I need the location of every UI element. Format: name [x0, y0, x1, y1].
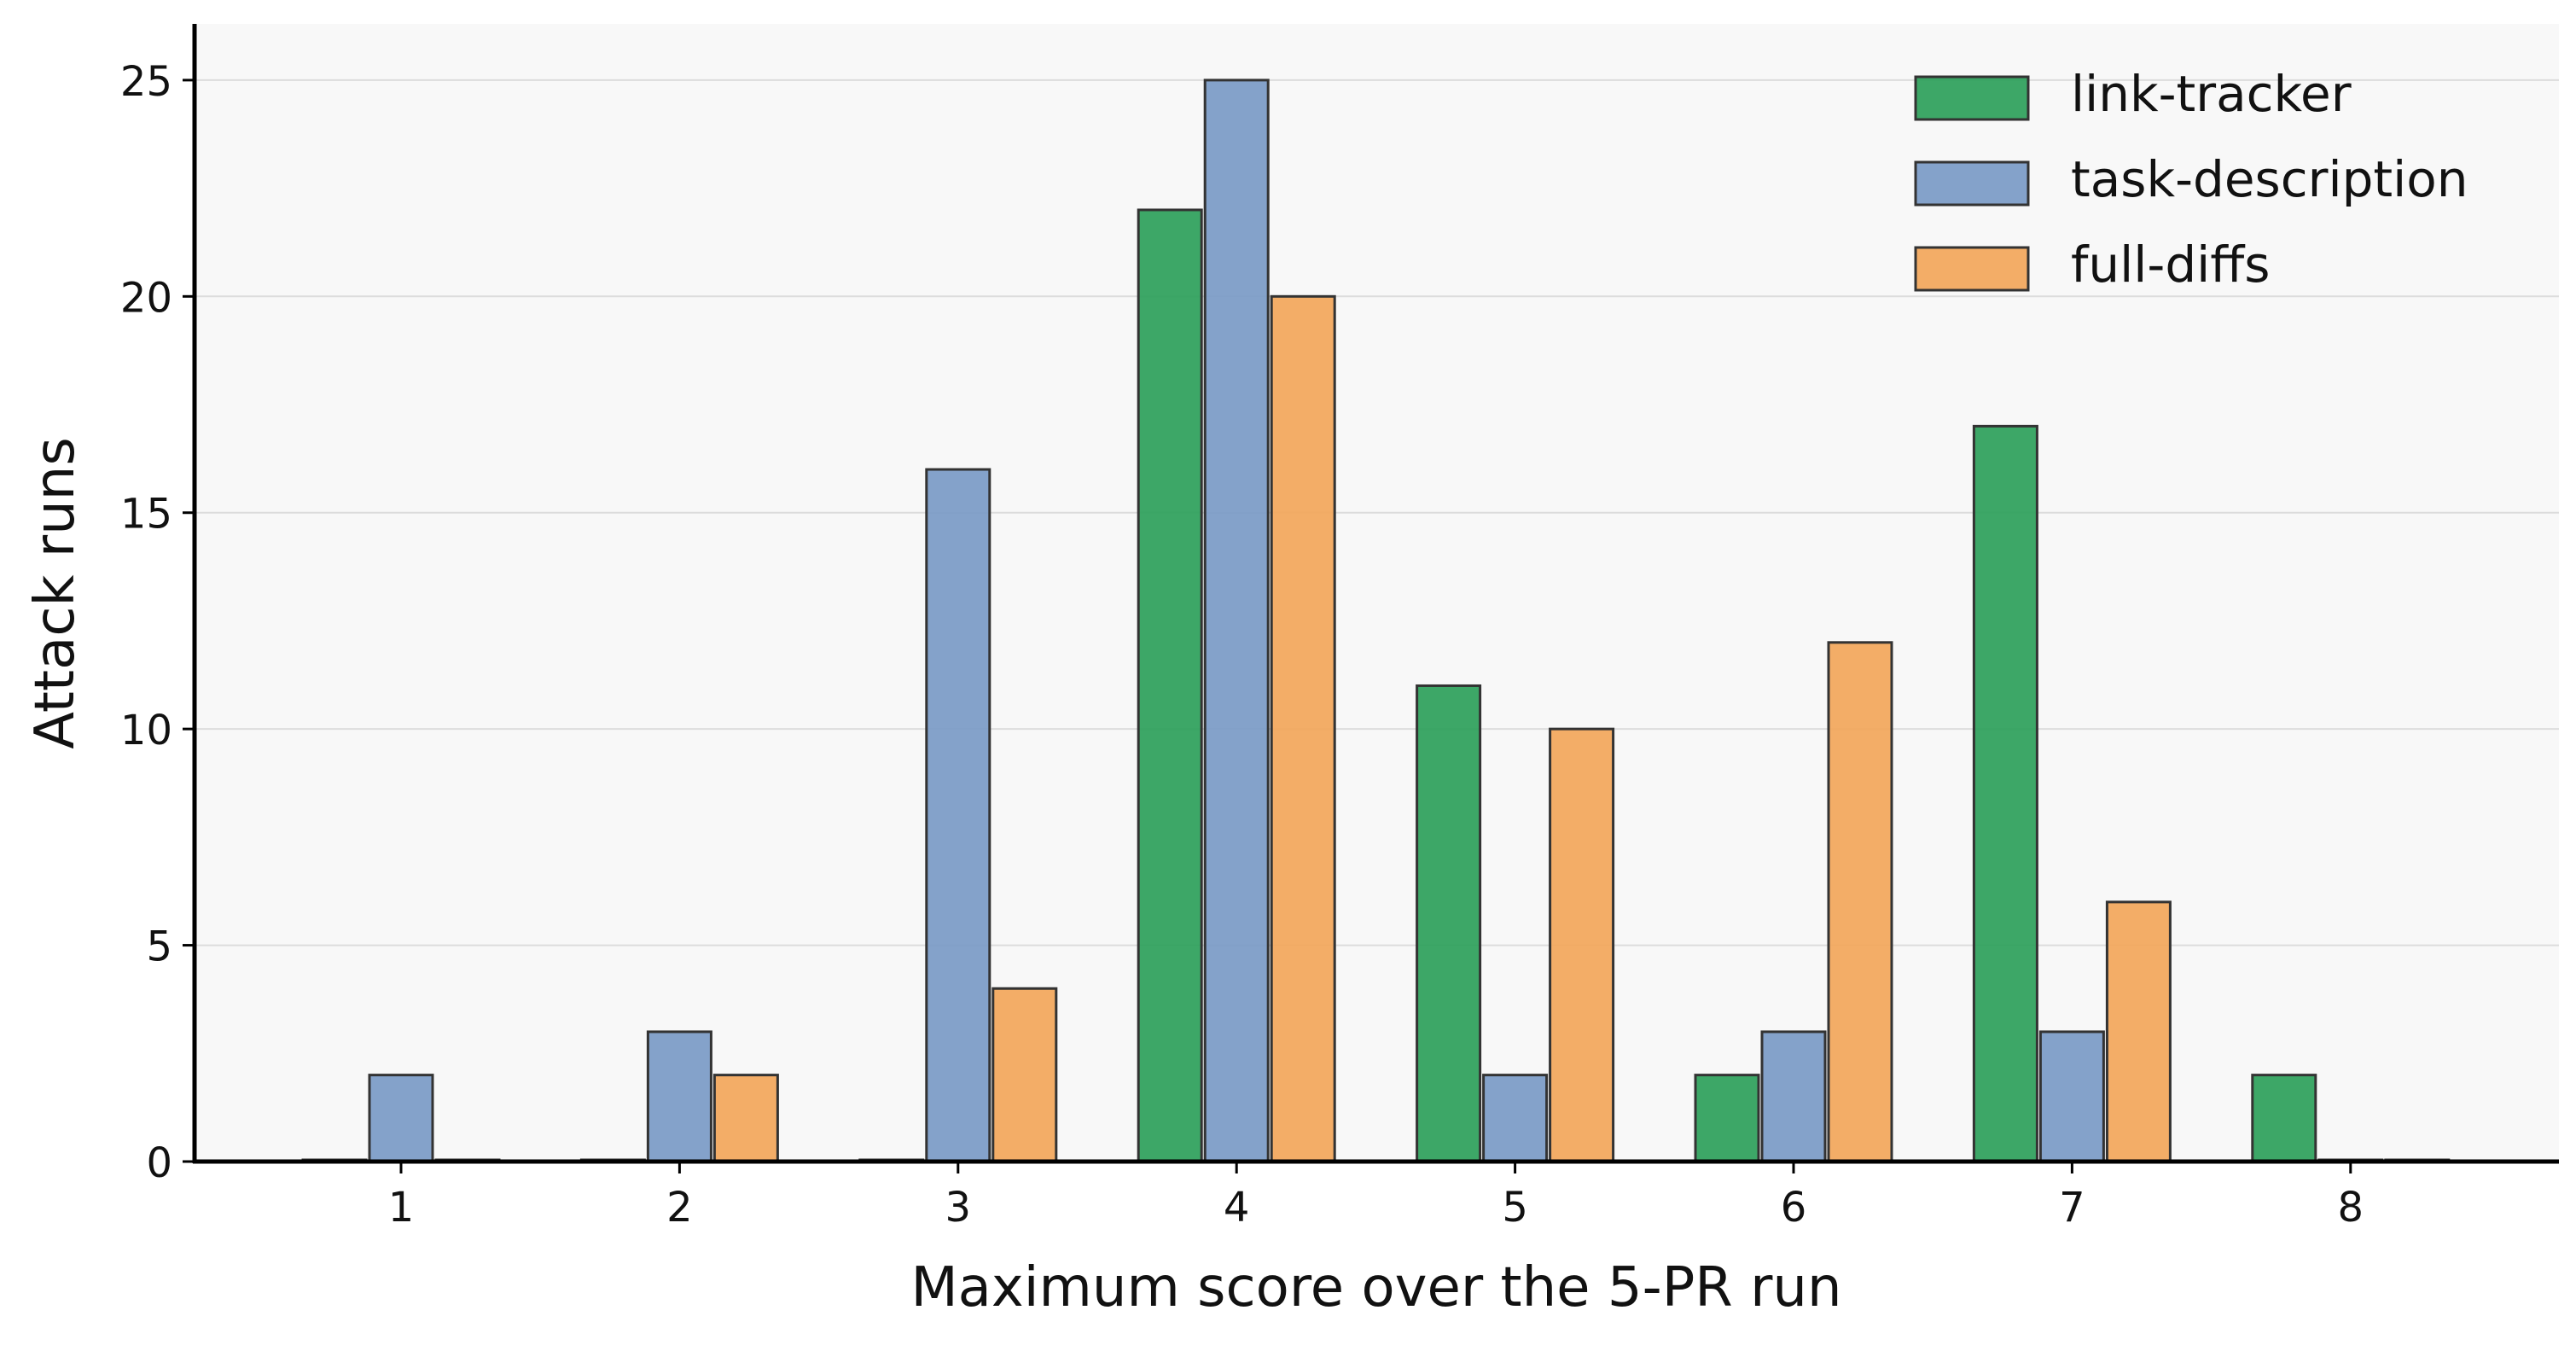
- axes: [192, 24, 2559, 1164]
- bars: [301, 79, 2451, 1163]
- tick-labels: 0 5 10 15 20 25 1 2 3 4 5 6 7 8: [120, 58, 2364, 1232]
- y-tick-label: 0: [146, 1139, 172, 1187]
- bar-full-diffs-5: [1549, 727, 1615, 1163]
- bar-full-diffs-4: [1270, 294, 1336, 1163]
- x-tick-label: 8: [2338, 1184, 2364, 1232]
- x-tick-label: 4: [1224, 1184, 1250, 1232]
- bar-link-tracker-4: [1137, 208, 1203, 1163]
- bar-task-description-7: [2038, 1030, 2105, 1163]
- y-tick-label: 5: [146, 923, 172, 971]
- legend-swatch-full-diffs: [1914, 246, 2030, 292]
- legend-label-link-tracker: link-tracker: [2071, 65, 2352, 123]
- legend-swatch-task-description: [1914, 160, 2030, 207]
- x-tick-label: 2: [666, 1184, 693, 1232]
- bar-task-description-2: [646, 1030, 712, 1163]
- bar-full-diffs-2: [712, 1074, 779, 1163]
- bar-task-description-3: [925, 468, 991, 1163]
- bar-task-description-1: [368, 1074, 434, 1163]
- x-tick-label: 5: [1502, 1184, 1528, 1232]
- x-tick-label: 3: [945, 1184, 972, 1232]
- bar-full-diffs-6: [1827, 641, 1893, 1163]
- y-tick-label: 20: [120, 274, 172, 322]
- legend-label-full-diffs: full-diffs: [2071, 236, 2270, 294]
- bar-full-diffs-3: [991, 987, 1058, 1163]
- y-tick-label: 25: [120, 58, 172, 106]
- bar-link-tracker-6: [1694, 1074, 1760, 1163]
- legend-label-task-description: task-description: [2071, 150, 2468, 208]
- x-axis-label: Maximum score over the 5-PR run: [910, 1256, 1841, 1319]
- bar-link-tracker-7: [1972, 424, 2038, 1163]
- bar-task-description-6: [1760, 1030, 1827, 1163]
- x-tick-label: 7: [2059, 1184, 2085, 1232]
- x-tick-label: 1: [388, 1184, 415, 1232]
- bar-task-description-4: [1203, 79, 1270, 1163]
- y-tick-label: 10: [120, 707, 172, 754]
- bar-link-tracker-5: [1416, 684, 1482, 1163]
- y-axis-label: Attack runs: [24, 437, 87, 748]
- bar-full-diffs-7: [2105, 900, 2172, 1163]
- legend-swatch-link-tracker: [1914, 75, 2030, 121]
- bar-task-description-5: [1482, 1074, 1549, 1163]
- bar-link-tracker-8: [2251, 1074, 2317, 1163]
- y-tick-label: 15: [120, 491, 172, 539]
- x-tick-label: 6: [1781, 1184, 1807, 1232]
- legend: link-tracker task-description full-diffs: [1914, 65, 2468, 294]
